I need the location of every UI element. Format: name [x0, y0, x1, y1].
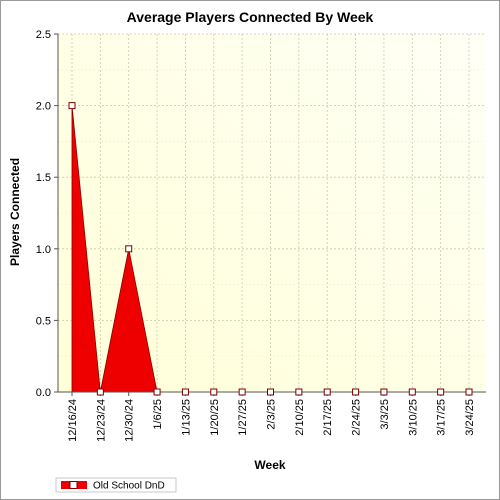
x-tick-label: 1/13/25 — [180, 399, 192, 436]
data-point — [153, 388, 161, 396]
y-axis-label: Players Connected — [8, 158, 22, 266]
x-axis-label: Week — [254, 458, 285, 472]
x-axis-ticks: 12/16/24 12/23/24 12/30/24 1/6/25 1/13/25 1/2… — [67, 392, 476, 442]
data-point — [437, 388, 445, 396]
x-tick-label: 12/23/24 — [95, 399, 107, 442]
data-point — [380, 388, 388, 396]
y-tick-label: 0.5 — [36, 315, 51, 327]
x-tick-label: 1/20/25 — [209, 399, 221, 436]
x-tick-label: 2/3/25 — [266, 399, 278, 430]
chart-title: Average Players Connected By Week — [127, 9, 374, 25]
data-point — [352, 388, 360, 396]
y-tick-label: 1.0 — [36, 244, 51, 256]
legend-label: Old School DnD — [93, 481, 165, 492]
y-tick-label: 1.5 — [36, 172, 51, 184]
legend: Old School DnD — [55, 477, 177, 493]
y-tick-label: 2.5 — [36, 29, 51, 41]
x-tick-label: 1/27/25 — [237, 399, 249, 436]
data-point — [125, 245, 133, 253]
x-tick-label: 12/16/24 — [67, 399, 79, 442]
x-tick-label: 12/30/24 — [124, 399, 136, 442]
data-point — [68, 102, 76, 110]
data-point — [465, 388, 473, 396]
data-point — [238, 388, 246, 396]
x-tick-label: 3/24/25 — [464, 399, 476, 436]
x-tick-label: 2/24/25 — [351, 399, 363, 436]
x-tick-label: 3/3/25 — [379, 399, 391, 430]
data-point — [323, 388, 331, 396]
data-point — [96, 388, 104, 396]
data-point — [267, 388, 274, 396]
x-tick-label: 2/10/25 — [294, 399, 306, 436]
data-point — [408, 388, 416, 396]
legend-marker — [69, 481, 78, 489]
grid-lines — [58, 33, 486, 393]
x-tick-label: 1/6/25 — [152, 399, 164, 430]
x-tick-label: 3/17/25 — [436, 399, 448, 436]
x-tick-label: 2/17/25 — [322, 399, 334, 436]
y-axis-ticks: 0.0 0.5 1.0 1.5 2.0 2.5 — [36, 29, 58, 399]
data-point — [181, 388, 189, 396]
data-point — [210, 388, 218, 396]
x-tick-label: 3/10/25 — [407, 399, 419, 436]
data-point — [295, 388, 303, 396]
y-tick-label: 2.0 — [36, 101, 51, 113]
y-tick-label: 0.0 — [36, 387, 51, 399]
series-markers — [68, 102, 473, 396]
